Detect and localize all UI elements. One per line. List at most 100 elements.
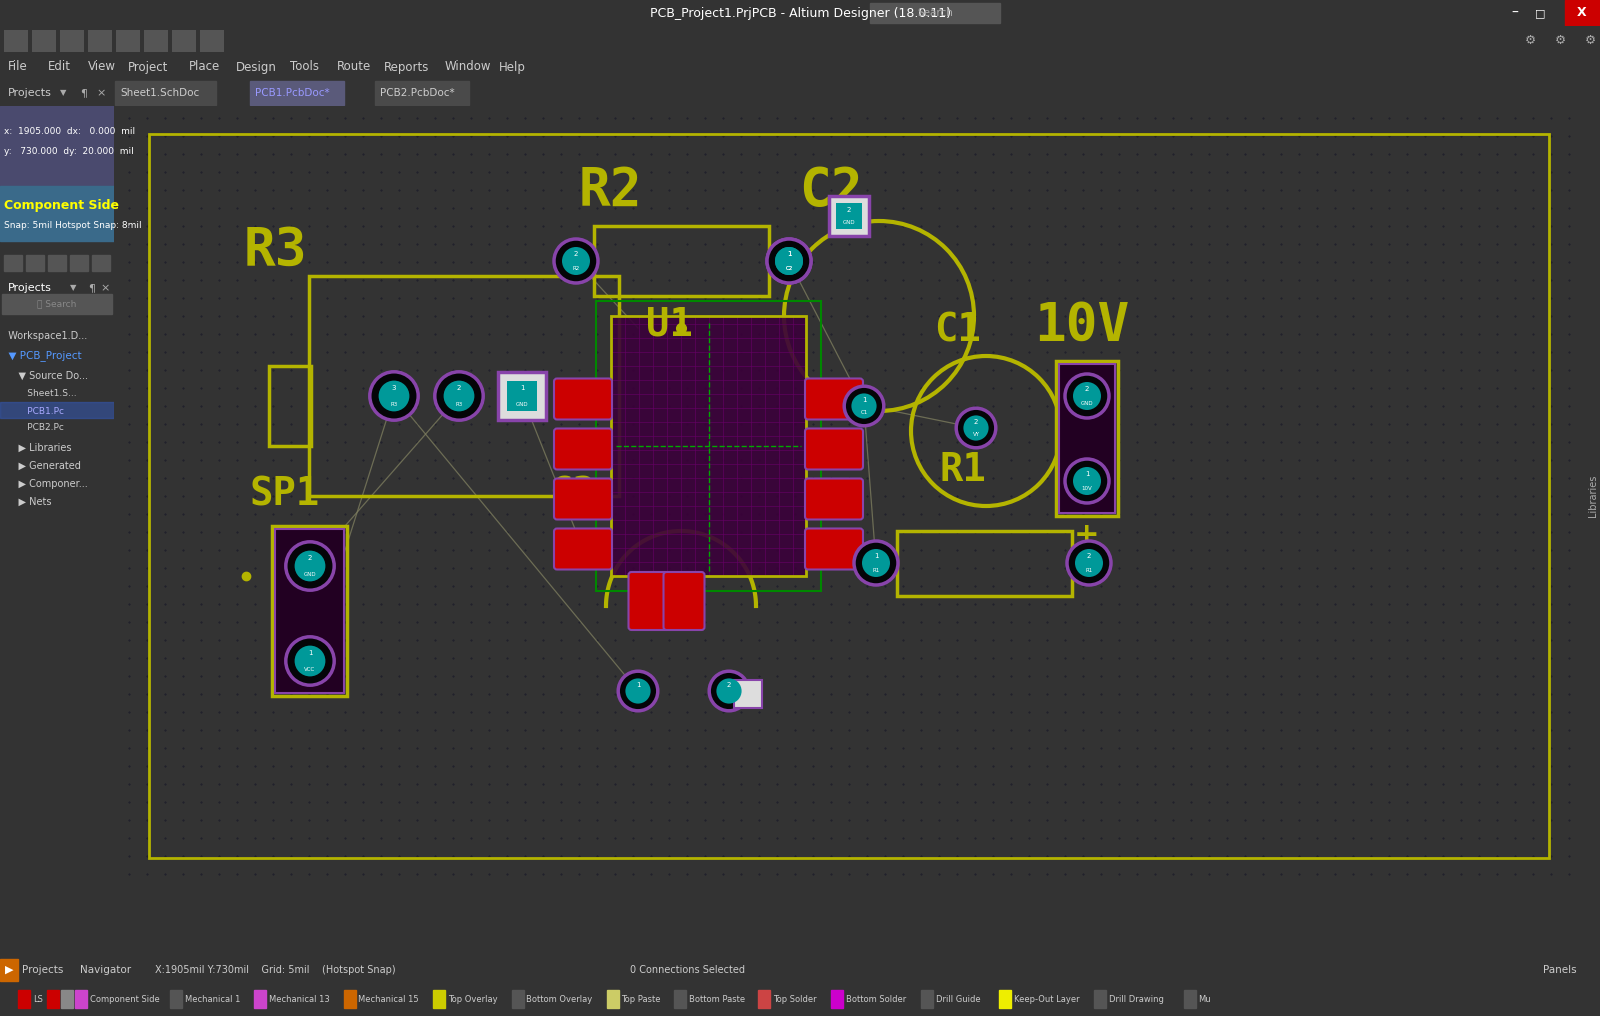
Text: x:  1905.000  dx:   0.000  mil: x: 1905.000 dx: 0.000 mil [3, 127, 134, 135]
Text: Drill Drawing: Drill Drawing [1109, 995, 1163, 1004]
Text: Reports: Reports [384, 61, 429, 73]
Bar [275, 529, 344, 693]
Text: VY: VY [973, 433, 979, 437]
Text: Project: Project [128, 61, 168, 73]
Ellipse shape [766, 239, 811, 283]
FancyBboxPatch shape [554, 429, 613, 469]
Text: 10V: 10V [1034, 300, 1130, 352]
Bar [870, 3, 1000, 23]
Text: Libraries: Libraries [1587, 474, 1598, 517]
Text: Drill Guide: Drill Guide [936, 995, 981, 1004]
FancyBboxPatch shape [805, 479, 862, 519]
Text: PCB1.PcbDoc*: PCB1.PcbDoc* [254, 88, 330, 98]
Text: File: File [8, 61, 27, 73]
Bar [0, 106, 114, 186]
Ellipse shape [626, 679, 651, 704]
Text: 1: 1 [635, 682, 640, 688]
Bar [254, 990, 266, 1008]
Bar [2, 294, 112, 314]
Text: Navigator: Navigator [80, 965, 131, 975]
Text: Sheet1.S...: Sheet1.S... [10, 389, 77, 398]
Text: Place: Place [189, 61, 221, 73]
Text: Design: Design [237, 61, 277, 73]
Ellipse shape [1075, 549, 1102, 577]
Text: y:   730.000  dy:  20.000  mil: y: 730.000 dy: 20.000 mil [3, 146, 134, 155]
Bar [597, 301, 821, 591]
Bar [674, 990, 686, 1008]
Bar [144, 30, 168, 52]
Text: Projects: Projects [22, 965, 64, 975]
FancyBboxPatch shape [554, 379, 613, 420]
Text: 2: 2 [974, 419, 978, 425]
FancyBboxPatch shape [805, 429, 862, 469]
Text: Sheet1.SchDoc: Sheet1.SchDoc [120, 88, 200, 98]
Bar [434, 990, 445, 1008]
Ellipse shape [1067, 541, 1110, 585]
Text: Component Side: Component Side [90, 995, 160, 1004]
Ellipse shape [1066, 374, 1109, 418]
Bar [829, 196, 869, 236]
Bar [200, 30, 224, 52]
Text: C2: C2 [798, 165, 862, 217]
Ellipse shape [1074, 467, 1101, 495]
Ellipse shape [294, 645, 325, 677]
Text: 🔍 Search: 🔍 Search [37, 300, 77, 309]
FancyBboxPatch shape [629, 572, 669, 630]
Text: Keep-Out Layer: Keep-Out Layer [1014, 995, 1080, 1004]
Text: ▼: ▼ [70, 283, 77, 293]
Bar [70, 255, 88, 271]
Bar [837, 203, 862, 229]
Text: 1: 1 [520, 385, 525, 391]
Bar [998, 990, 1011, 1008]
Text: R3: R3 [243, 225, 307, 277]
Text: –: – [1512, 6, 1518, 20]
Bar [26, 255, 43, 271]
Bar [1565, 0, 1600, 26]
Text: 1: 1 [787, 251, 792, 257]
Text: □: □ [1534, 8, 1546, 18]
Bar [512, 990, 523, 1008]
Text: GND: GND [515, 402, 528, 406]
Bar [46, 990, 59, 1008]
Text: ×: × [96, 88, 106, 98]
Text: ▶ Componer...: ▶ Componer... [6, 479, 88, 489]
Bar [48, 255, 66, 271]
Text: R1: R1 [872, 568, 880, 573]
Text: Mechanical 15: Mechanical 15 [358, 995, 419, 1004]
Text: 0 Connections Selected: 0 Connections Selected [630, 965, 746, 975]
Bar [734, 680, 762, 708]
Text: GND: GND [1080, 401, 1093, 406]
Bar [344, 990, 355, 1008]
Text: 2: 2 [574, 251, 578, 257]
Text: Bottom Paste: Bottom Paste [690, 995, 746, 1004]
Text: Search: Search [917, 8, 954, 18]
Text: R2: R2 [579, 165, 643, 217]
Text: Projects: Projects [8, 283, 51, 293]
Text: PCB1.Pc: PCB1.Pc [10, 406, 64, 416]
Text: ▶ Libraries: ▶ Libraries [6, 443, 72, 453]
Text: C1: C1 [861, 410, 867, 416]
Text: C3: C3 [549, 477, 595, 514]
Text: ¶: ¶ [88, 283, 94, 293]
Ellipse shape [1066, 459, 1109, 503]
Bar [0, 402, 114, 418]
Bar [498, 372, 546, 421]
Text: ▼ Source Do...: ▼ Source Do... [6, 371, 88, 381]
Bar [1094, 990, 1106, 1008]
Ellipse shape [443, 381, 475, 411]
Ellipse shape [774, 247, 803, 275]
Bar [88, 30, 112, 52]
Text: Mechanical 13: Mechanical 13 [269, 995, 330, 1004]
Bar [75, 990, 86, 1008]
FancyBboxPatch shape [805, 528, 862, 570]
Bar [61, 990, 74, 1008]
Bar [0, 959, 18, 981]
Ellipse shape [717, 679, 742, 704]
Bar [606, 990, 619, 1008]
FancyBboxPatch shape [554, 528, 613, 570]
Ellipse shape [435, 372, 483, 421]
Bar [611, 316, 806, 576]
FancyBboxPatch shape [805, 379, 862, 420]
Text: GND: GND [843, 220, 856, 226]
Ellipse shape [845, 386, 883, 426]
